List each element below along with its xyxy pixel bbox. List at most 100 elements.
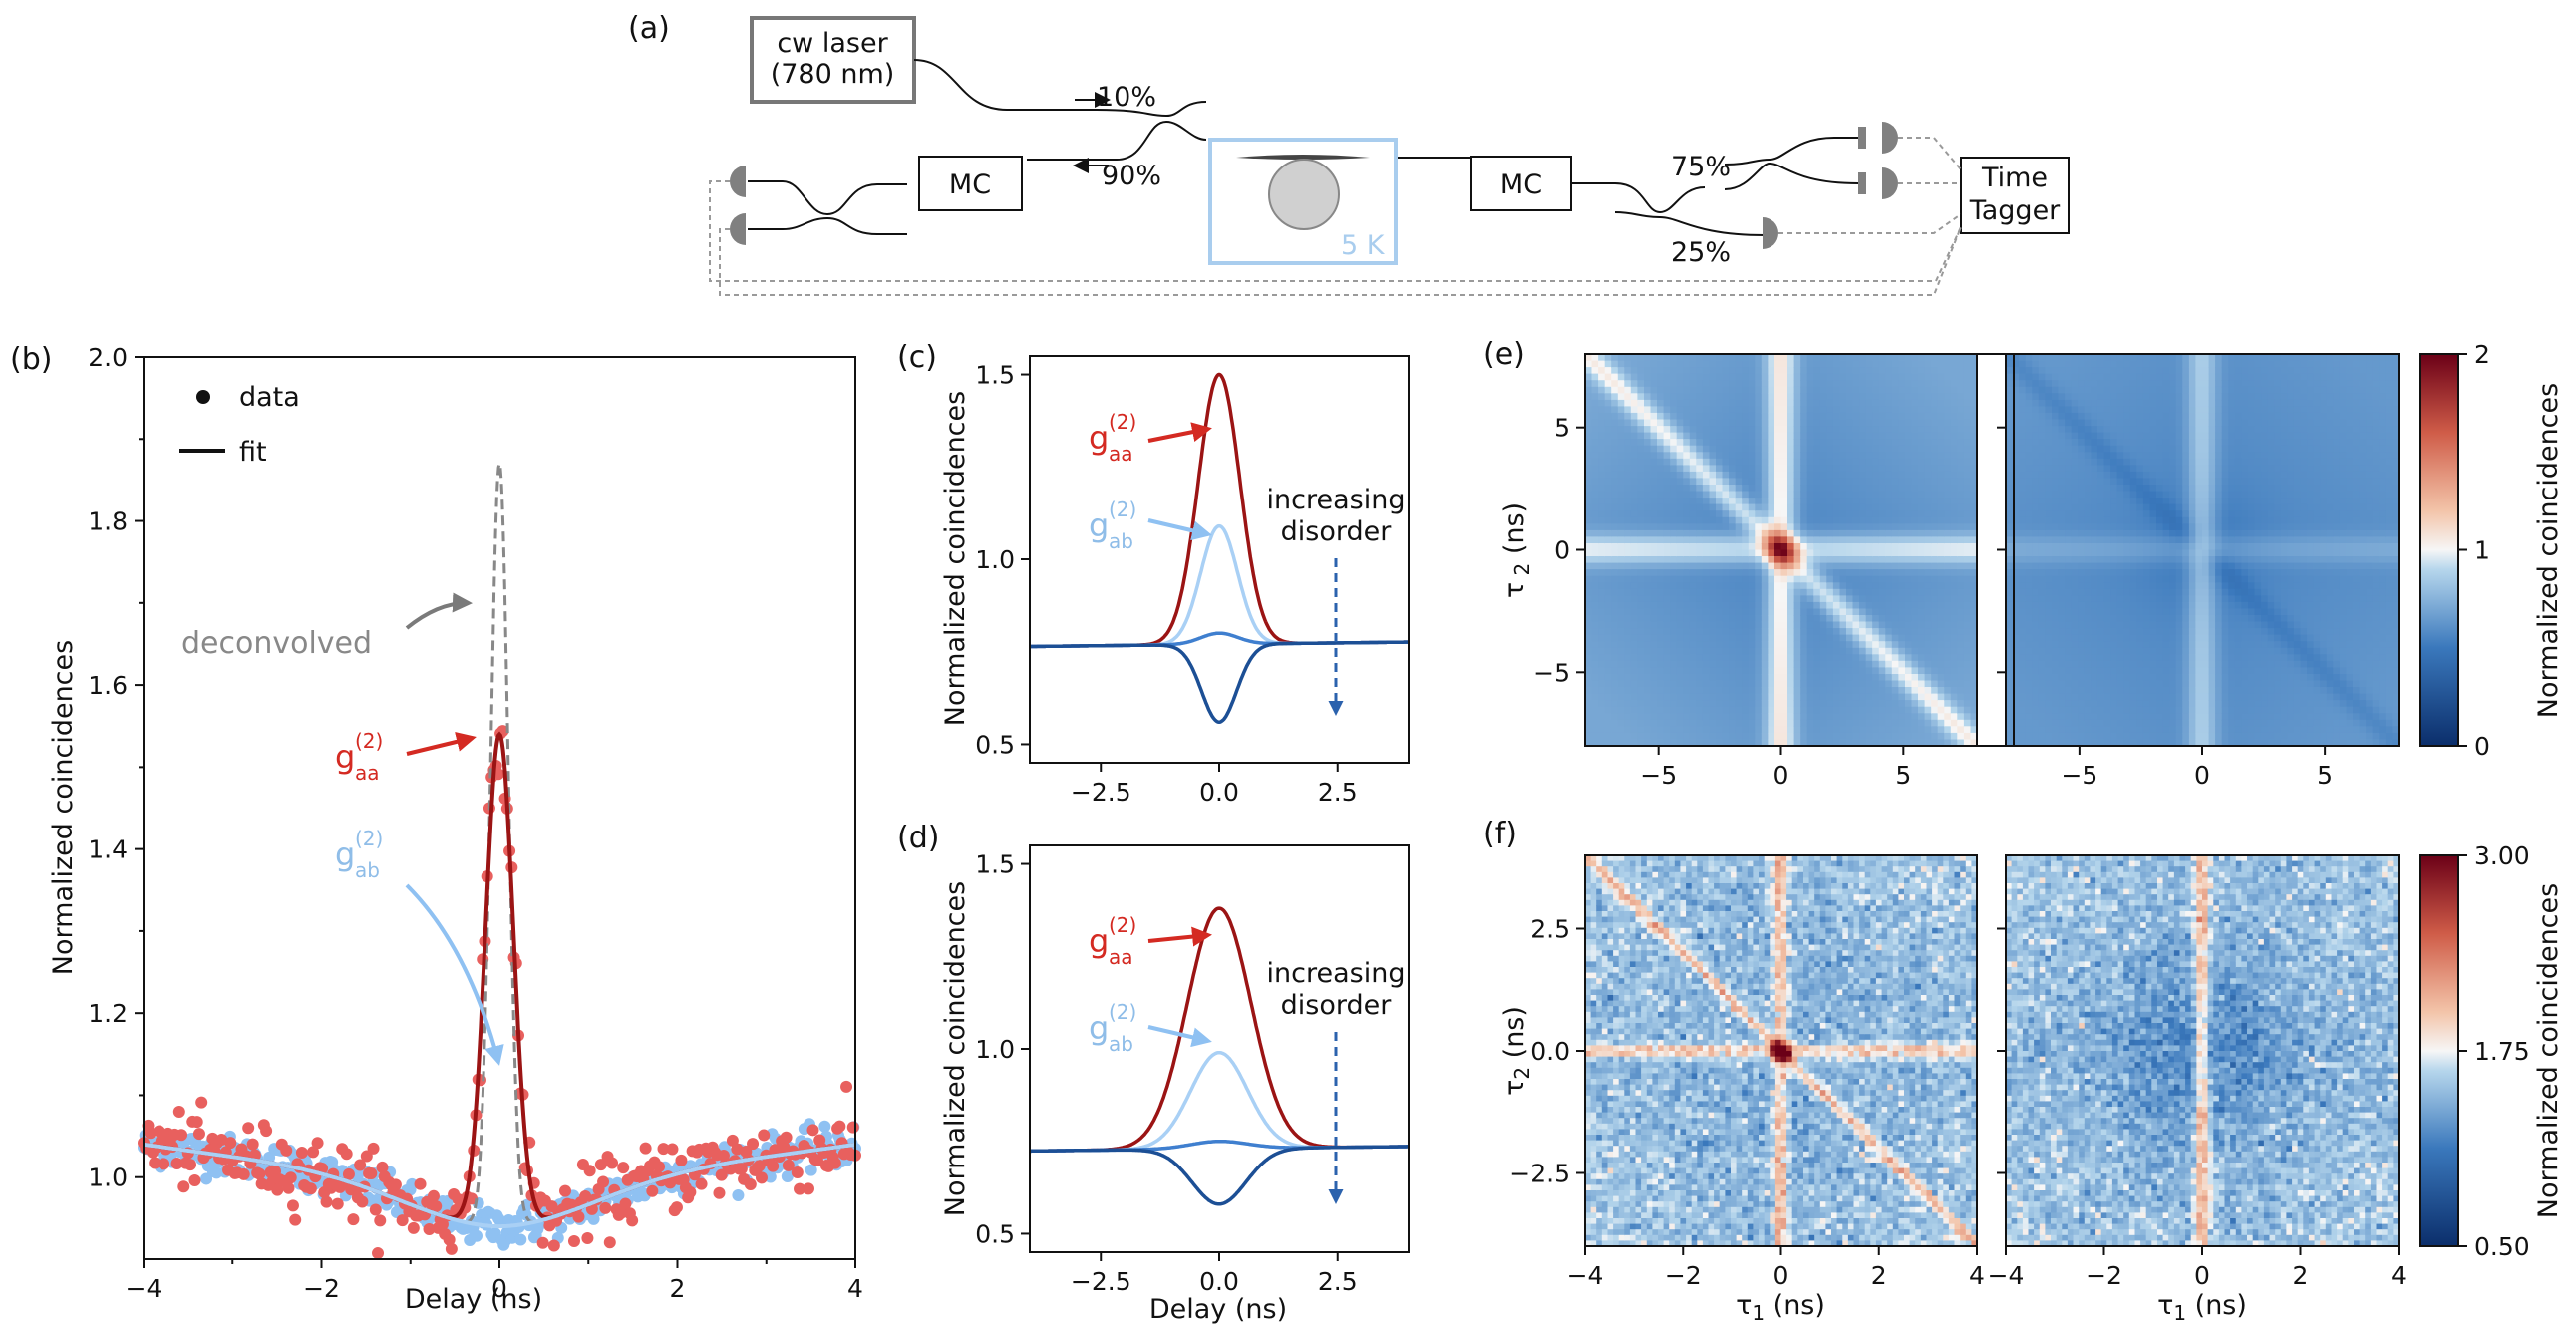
annot-gab-c: g (2) ab — [1089, 498, 1212, 553]
gaa-data-point — [547, 1239, 560, 1252]
gaa-data-point — [407, 1221, 420, 1234]
gaa-data-point — [295, 1147, 308, 1160]
annot-gaa-b: g (2) aa — [335, 729, 477, 785]
heatmap-f-left-xtick: −2 — [1665, 1261, 1702, 1290]
gaa-data-point — [782, 1159, 795, 1171]
gaa-data-point — [833, 1120, 846, 1133]
gab-data-point — [764, 1170, 777, 1183]
heatmap-e-left-xtick: 0 — [1773, 761, 1789, 790]
heatmap-f-ylabel: τ2 (ns) — [1499, 1006, 1534, 1096]
heatmap-f-right-xtick: −2 — [2086, 1261, 2122, 1290]
gaa-data-point — [755, 1171, 768, 1184]
gaa-c-sup: (2) — [1109, 410, 1136, 434]
split-10-label: 10% — [1097, 82, 1156, 113]
colorbar-f-label: Normalized coincidences — [2533, 883, 2564, 1218]
mc-right-box — [1470, 156, 1572, 211]
gaa-data-point — [342, 1167, 355, 1180]
gab-c-g: g — [1089, 506, 1109, 544]
gaa-data-point — [780, 1131, 793, 1144]
gaa-data-point — [280, 1144, 293, 1157]
gaa-data-point — [289, 1213, 302, 1226]
heatmap-f-left-xtick: 4 — [1969, 1261, 1985, 1290]
gaa-data-point — [224, 1137, 237, 1150]
heatmap-e-right — [2006, 354, 2400, 1247]
gaa-data-point — [594, 1159, 607, 1171]
cryostat-temp: 5 K — [1341, 230, 1386, 261]
detector-3 — [1763, 217, 1778, 249]
gab-d-g: g — [1089, 1009, 1109, 1047]
gaa-data-point — [583, 1165, 596, 1177]
gaa-data-point — [414, 1177, 427, 1190]
heatmap-e-left-xtick: −5 — [1640, 761, 1677, 790]
gaa-b-sup: (2) — [355, 729, 383, 753]
heatmap-e-frames: −5 0 5 5 0 −5 −5 0 5 τ 2 (ns) 2 1 0 Normalized coinci… — [1483, 340, 2564, 1325]
gaa-data-point — [559, 1184, 572, 1197]
gab-data-point — [818, 1120, 831, 1133]
gaa-data-point — [158, 1158, 170, 1170]
gaa-data-point — [626, 1214, 639, 1227]
laser-label-1: cw laser — [777, 28, 888, 59]
gaa-data-point — [237, 1167, 250, 1180]
chart-b-xtick: 2 — [670, 1274, 686, 1303]
mc-left-label: MC — [949, 169, 991, 200]
chart-c-ticks: −2.5 0.0 2.5 0.5 1.0 1.5 — [975, 361, 1357, 807]
heatmap-f-left-xtick: 0 — [1773, 1261, 1789, 1290]
split-90-label: 90% — [1102, 161, 1161, 191]
annot-increasing-c: increasing — [1267, 485, 1406, 515]
gaa-data-point — [423, 1222, 436, 1235]
chart-b-ytick: 1.6 — [88, 671, 128, 700]
gaa-data-point — [646, 1184, 659, 1197]
chart-d-ticks: −2.5 0.0 2.5 0.5 1.0 1.5 — [975, 850, 1357, 1296]
gab-b-sub: ab — [355, 858, 380, 882]
gaa-data-point — [195, 1096, 208, 1109]
gaa-data-point — [639, 1142, 652, 1155]
d-ytick: 1.5 — [975, 850, 1015, 879]
annot-increasing-d: increasing — [1267, 958, 1406, 989]
gaa-data-point — [149, 1157, 161, 1169]
chart-b-ytick: 1.8 — [88, 507, 128, 536]
heatmap-f-left-ytick: 0.0 — [1530, 1037, 1570, 1066]
gaa-data-point — [713, 1186, 726, 1199]
annot-deconvolved: deconvolved — [181, 626, 372, 661]
setup-diagram: (a) cw laser (780 nm) 10% 90% MC 5 K MC … — [628, 11, 2070, 296]
gaa-data-point — [354, 1159, 367, 1171]
chart-d-ylabel: Normalized coincidences — [940, 881, 971, 1216]
d-xtick: 2.5 — [1318, 1267, 1358, 1296]
gaa-data-point — [684, 1185, 697, 1198]
deconvolved-curve — [143, 463, 856, 1224]
detector-2 — [1882, 167, 1898, 199]
gaa-data-point — [192, 1128, 205, 1141]
annot-disorder-d: disorder — [1281, 990, 1393, 1021]
heatmap-f-right-xtick: 2 — [2293, 1261, 2309, 1290]
chart-d-frame — [1029, 844, 1410, 1253]
annot-disorder-c: disorder — [1281, 516, 1393, 547]
detector-4 — [730, 166, 746, 197]
gaa-d-g: g — [1089, 922, 1109, 960]
mc-right-label: MC — [1500, 169, 1542, 200]
c-xtick: 0.0 — [1199, 778, 1239, 807]
gab-b-g: g — [335, 835, 355, 873]
chart-b-xtick: −2 — [303, 1274, 340, 1303]
gaa-c-sub: aa — [1109, 442, 1133, 466]
gaa-data-point — [340, 1148, 353, 1161]
c-xtick: −2.5 — [1071, 778, 1131, 807]
tagger-label-1: Time — [1981, 163, 2048, 193]
gaa-data-point — [675, 1154, 688, 1166]
chart-b-ytick: 2.0 — [88, 343, 128, 372]
heatmap-f-left-ytick: 2.5 — [1530, 915, 1570, 944]
chart-b-ytick: 1.2 — [88, 999, 128, 1028]
gaa-data-point — [190, 1116, 203, 1129]
c-ytick: 0.5 — [975, 730, 1015, 759]
gaa-data-point — [331, 1197, 344, 1210]
gaa-data-point — [376, 1161, 389, 1173]
heatmap-e-right-xtick: 5 — [2317, 761, 2333, 790]
gaa-data-point — [791, 1166, 804, 1178]
colorbar-e-tick: 1 — [2474, 536, 2490, 565]
chart-b-ylabel: Normalized coincidences — [48, 640, 79, 975]
gab-data-point — [781, 1170, 794, 1183]
gaa-data-point — [810, 1154, 823, 1166]
gaa-data-point — [758, 1129, 771, 1142]
gaa-data-point — [427, 1189, 440, 1202]
colorbar-f-tick: 3.00 — [2474, 841, 2530, 870]
gaa-data-point — [430, 1200, 443, 1213]
